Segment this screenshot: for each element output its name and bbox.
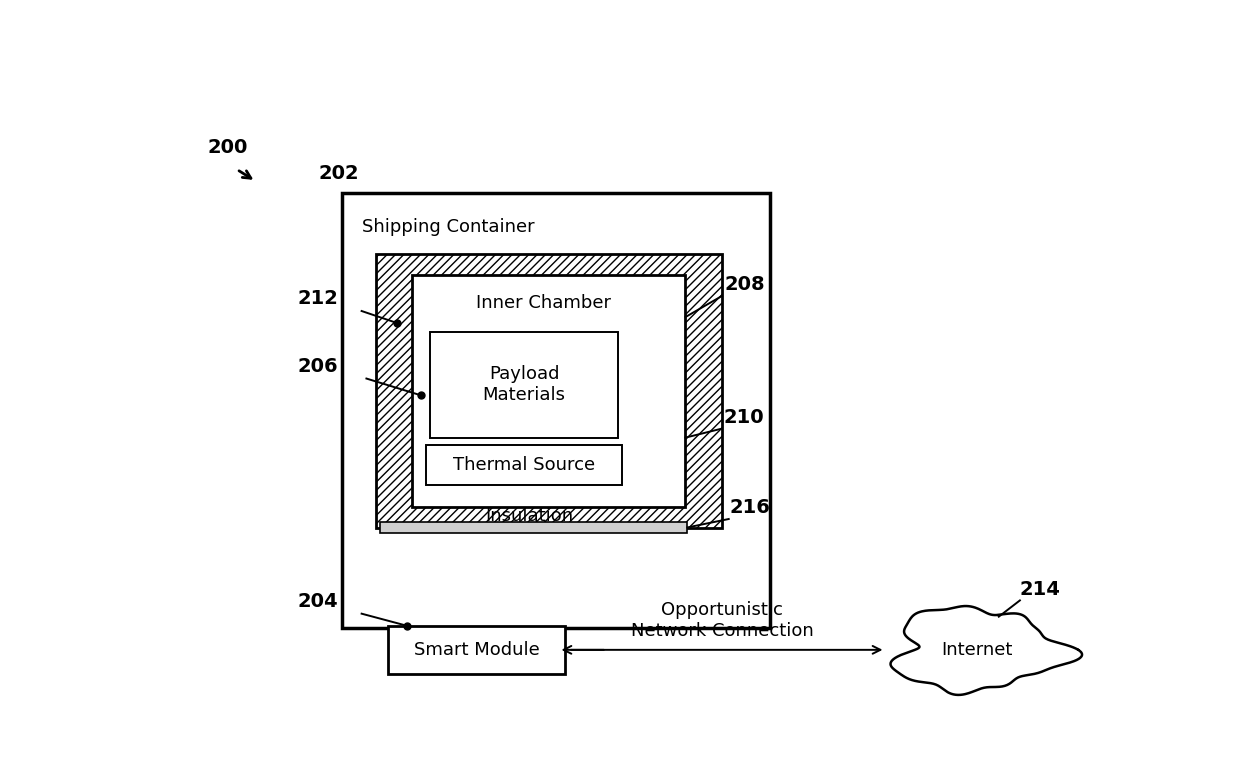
Bar — [430, 332, 619, 438]
Text: Internet: Internet — [941, 640, 1012, 659]
Bar — [342, 193, 770, 627]
Text: Shipping Container: Shipping Container — [362, 218, 534, 236]
Text: Smart Module: Smart Module — [414, 640, 539, 659]
Text: 214: 214 — [1019, 579, 1060, 598]
Text: Opportunistic
Network Connection: Opportunistic Network Connection — [631, 601, 813, 640]
Text: Insulation: Insulation — [486, 507, 574, 525]
Ellipse shape — [946, 655, 1007, 680]
Ellipse shape — [999, 648, 1055, 672]
Bar — [388, 626, 565, 674]
Text: 206: 206 — [298, 356, 337, 376]
Text: 210: 210 — [724, 408, 765, 427]
Text: 216: 216 — [729, 498, 770, 518]
Text: 204: 204 — [298, 592, 337, 612]
Text: 208: 208 — [725, 275, 765, 294]
Text: Payload
Materials: Payload Materials — [482, 366, 565, 404]
Ellipse shape — [928, 609, 1001, 646]
Text: 200: 200 — [208, 139, 248, 157]
Text: 212: 212 — [298, 289, 339, 308]
Text: Thermal Source: Thermal Source — [453, 456, 595, 474]
Text: 202: 202 — [319, 164, 360, 183]
Bar — [379, 522, 687, 533]
Bar — [427, 446, 622, 485]
Ellipse shape — [893, 618, 962, 653]
Text: Inner Chamber: Inner Chamber — [476, 294, 610, 312]
Bar — [376, 254, 722, 528]
Ellipse shape — [895, 621, 1058, 679]
Bar — [412, 275, 686, 507]
Ellipse shape — [981, 619, 1047, 650]
Ellipse shape — [895, 648, 952, 672]
